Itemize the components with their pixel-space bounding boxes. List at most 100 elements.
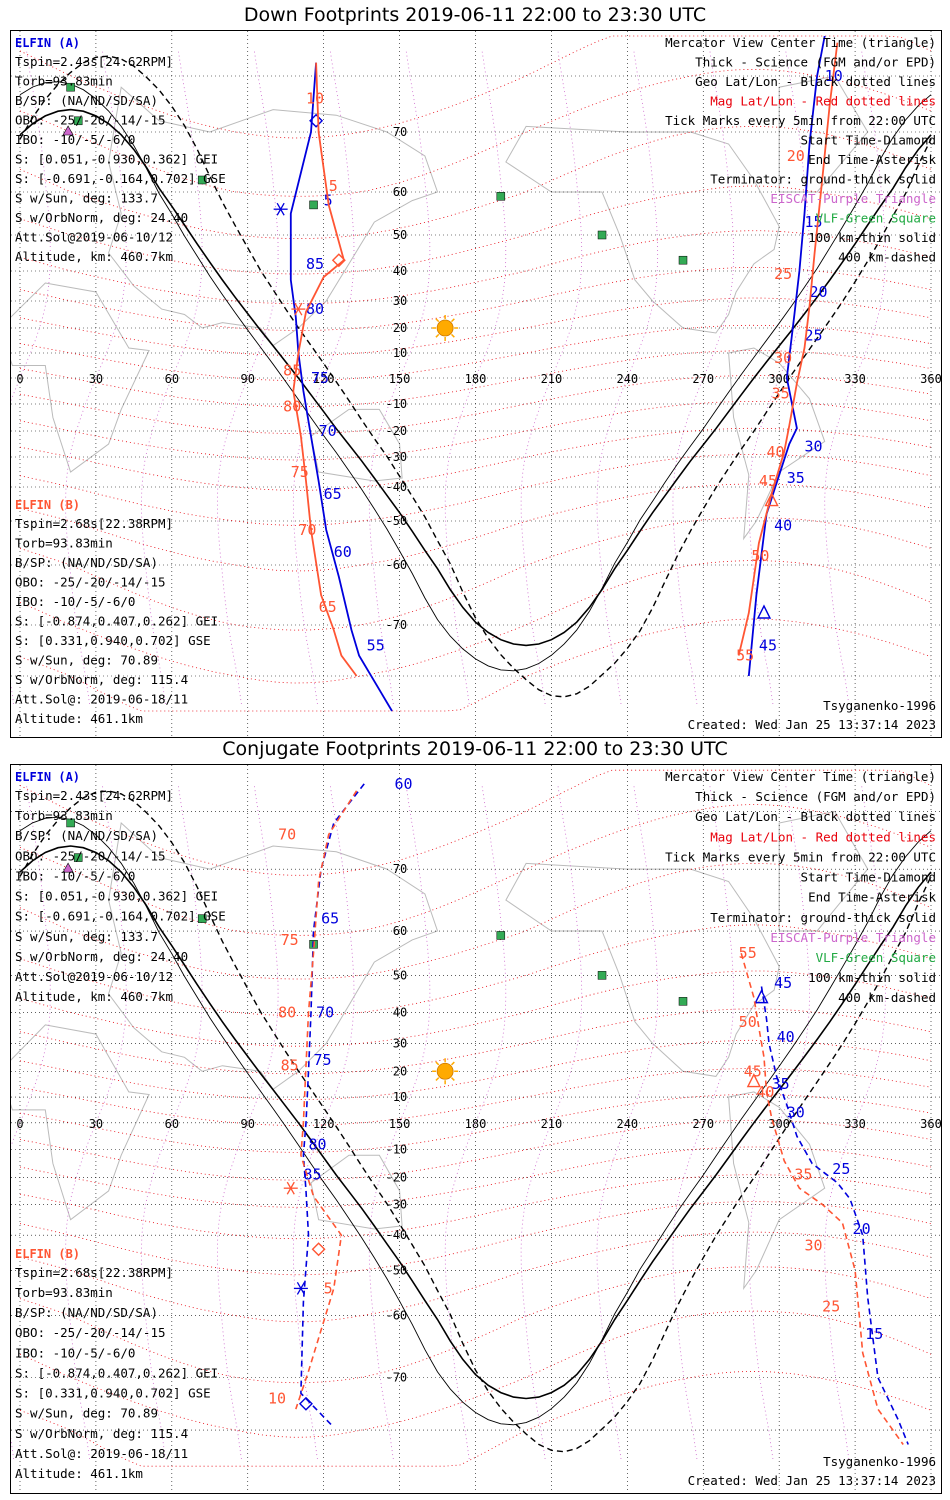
elfin-a-tick-label: 45	[774, 974, 792, 992]
mag-meridian	[444, 49, 507, 705]
elfin-a-tick-label: 20	[810, 283, 828, 301]
elfin-a-tick-label: 65	[321, 910, 339, 928]
elfin-a-tick-label: 75	[314, 1051, 332, 1069]
center-time-triangle	[764, 492, 779, 507]
mag-parallel	[19, 266, 932, 331]
mag-meridian	[141, 783, 203, 1460]
eiscat-triangle	[62, 862, 74, 873]
legend-item: Thick - Science (FGM and/or EPD)	[695, 789, 936, 804]
terminator-ground	[19, 108, 932, 647]
elfin-b-tick-label: 40	[756, 1083, 774, 1101]
start-time-diamond	[331, 253, 346, 268]
elfin-b-tick-label: 85	[283, 362, 301, 380]
lat-tick-label: 60	[393, 185, 407, 199]
elfin-b-tick-label: 30	[804, 1237, 822, 1255]
elfin-b-tick-label: 75	[291, 463, 309, 481]
elfin-a-info-line: S: [0.051,-0.930,0.362] GEI	[15, 889, 218, 904]
lat-tick-label: -50	[385, 1263, 407, 1277]
legend-item: Thick - Science (FGM and/or EPD)	[695, 55, 936, 70]
lon-tick-label: 180	[465, 372, 487, 386]
elfin-a-info-line: Att.Sol@2019-06-10/12	[15, 230, 173, 245]
sun-ray	[450, 333, 455, 338]
legend-item: Tick Marks every 5min from 22:00 UTC	[665, 113, 936, 128]
elfin-b-track	[295, 790, 904, 1445]
lon-tick-label: 30	[89, 372, 103, 386]
lat-tick-label: 70	[393, 862, 407, 876]
elfin-b-tick-label: 55	[736, 647, 754, 665]
legend-item: VLF-Green Square	[816, 950, 936, 965]
mag-parallel	[19, 769, 932, 876]
coastline-outline	[11, 1024, 150, 1221]
elfin-b-info-line: S w/Sun, deg: 70.89	[15, 653, 158, 668]
lon-tick-label: 0	[16, 1117, 23, 1131]
elfin-b-info-line: S: [-0.874,0.407,0.262] GEI	[15, 1365, 218, 1380]
mag-meridian	[368, 49, 431, 705]
mag-parallel	[19, 862, 932, 980]
elfin-a-info-line: S: [-0.691,-0.164,0.702] GSE	[15, 909, 226, 924]
coastline-outline	[108, 86, 439, 347]
elfin-a-info-line: OBO: -25/-20/-14/-15	[15, 848, 166, 863]
mag-meridian	[216, 49, 279, 705]
elfin-b-tick-label: 5	[329, 177, 338, 195]
vlf-station-square	[66, 82, 75, 92]
mag-meridian	[824, 49, 886, 705]
sun-ray	[435, 333, 440, 338]
elfin-b-info-line: Torb=93.83min	[15, 1285, 113, 1300]
vlf-station-square	[496, 192, 506, 201]
elfin-a-tick-label: 75	[311, 369, 329, 387]
lon-tick-label: 240	[616, 372, 638, 386]
coastline-outline	[11, 282, 150, 473]
legend-item: 100 km-thin solid	[808, 970, 936, 985]
legend-item: End Time-Asterisk	[808, 152, 936, 167]
coastline-outline	[310, 408, 403, 482]
sun-ray	[450, 1061, 455, 1066]
lat-tick-label: -30	[385, 1197, 407, 1211]
elfin-a-info-line: Altitude, km: 460.7km	[15, 249, 173, 264]
legend-item: Mercator View Center Time (triangle)	[665, 769, 936, 784]
elfin-a-tick-label: 15	[865, 1325, 883, 1343]
lon-tick-label: 150	[389, 1117, 411, 1131]
legend-item: Start Time-Diamond	[801, 870, 936, 885]
elfin-b-tick-label: 45	[744, 1062, 762, 1080]
mag-parallel	[19, 375, 932, 435]
elfin-a-info-line: Tspin=2.43s[24.62RPM]	[15, 788, 173, 803]
elfin-b-name: ELFIN (B)	[15, 498, 80, 512]
elfin-a-tick-label: 60	[395, 775, 413, 793]
eiscat-triangle	[62, 125, 74, 136]
elfin-b-info-line: Altitude: 461.1km	[15, 1466, 143, 1481]
mag-parallel	[19, 1008, 932, 1075]
elfin-a-tick-label: 30	[787, 1104, 805, 1122]
elfin-a-tick-label: 80	[306, 300, 324, 318]
end-time-asterisk	[276, 202, 285, 216]
vlf-station-square	[496, 931, 506, 940]
elfin-b-info-line: Att.Sol@: 2019-06-18/11	[15, 692, 188, 707]
down-footprints-map: 0 30 60 90 120 150 180 210 240 270 300 330 360 70 60 50…	[10, 30, 942, 738]
coastline-outline	[728, 1091, 826, 1291]
elfin-a-tick-label: 25	[832, 1160, 850, 1178]
elfin-b-tick-label: 80	[283, 398, 301, 416]
elfin-a-tick-label: 70	[319, 422, 337, 440]
mag-parallel	[19, 68, 932, 197]
lat-tick-label: 50	[393, 968, 407, 982]
vlf-station-square	[197, 914, 207, 923]
lon-tick-label: 330	[844, 1117, 866, 1131]
lon-tick-label: 60	[165, 372, 179, 386]
elfin-a-info-line: S: [-0.691,-0.164,0.702] GSE	[15, 171, 226, 186]
start-time-diamond	[298, 1396, 313, 1411]
elfin-a-name: ELFIN (A)	[15, 770, 80, 784]
center-time-triangle	[746, 1073, 761, 1088]
lon-tick-label: 270	[692, 1117, 714, 1131]
lat-tick-label: -20	[385, 1170, 407, 1184]
elfin-b-info-line: Att.Sol@: 2019-06-18/11	[15, 1446, 188, 1461]
legend-item: EISCAT-Purple Triangle	[770, 191, 936, 206]
elfin-a-tick-label: 80	[308, 1135, 326, 1153]
elfin-b-tick-label: 85	[281, 1057, 299, 1075]
sun-ray	[435, 1077, 440, 1081]
elfin-b-tick-label: 70	[298, 521, 316, 539]
lon-tick-label: 90	[241, 372, 255, 386]
elfin-a-tick-label: 85	[303, 1166, 321, 1184]
mag-parallel	[19, 1370, 932, 1467]
elfin-b-info-line: Torb=93.83min	[15, 536, 113, 551]
elfin-a-tick-label: 40	[777, 1028, 795, 1046]
lat-tick-label: 30	[393, 1036, 407, 1050]
